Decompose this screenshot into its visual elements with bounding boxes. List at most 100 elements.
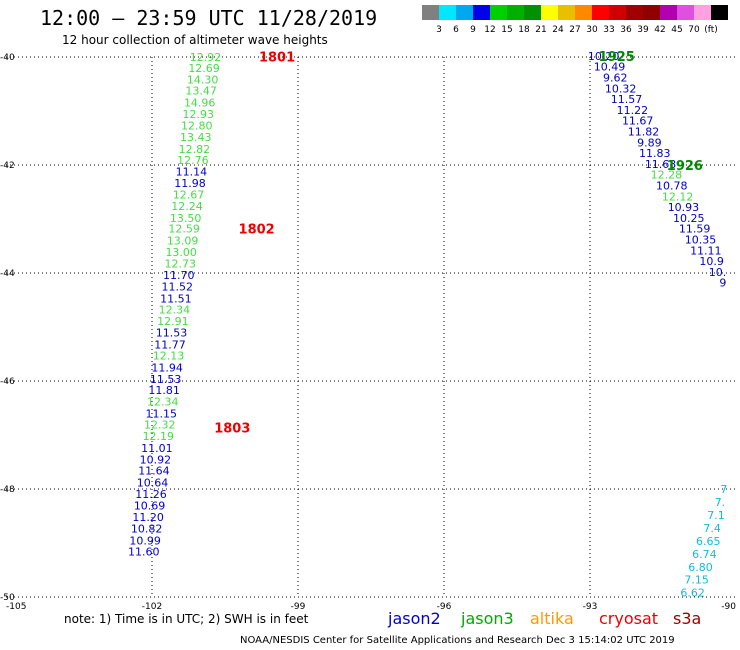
lat-tick-label: -48	[0, 485, 15, 495]
wave-height-value: 12.76	[177, 154, 209, 167]
wave-height-value: 7.4	[703, 522, 721, 535]
wave-height-value: 10.35	[685, 234, 717, 247]
credit-line: NOAA/NESDIS Center for Satellite Applica…	[240, 635, 675, 646]
lat-tick-label: -44	[0, 269, 15, 279]
colorbar-label: 24	[552, 25, 564, 35]
wave-height-value: 11.01	[141, 442, 173, 455]
wave-height-value: 11.64	[138, 465, 170, 478]
colorbar-label: 6	[453, 25, 459, 35]
wave-height-value: 12.92	[190, 51, 222, 64]
colorbar-label: 3	[436, 25, 442, 35]
colorbar-swatch	[524, 5, 541, 20]
wave-height-value: 11.59	[679, 223, 711, 236]
colorbar-label: 45	[671, 25, 683, 35]
colorbar-label: 70	[688, 25, 700, 35]
wave-height-value: 9.62	[603, 72, 628, 85]
wave-height-value: 12.67	[173, 189, 205, 202]
colorbar-swatch	[422, 5, 439, 20]
wave-height-value: 10.69	[134, 500, 166, 513]
colorbar-label: 15	[501, 25, 513, 35]
wave-height-value: 10.78	[656, 180, 688, 193]
lat-tick-label: -46	[0, 377, 15, 387]
wave-height-value: 13.09	[167, 235, 199, 248]
colorbar-label: 33	[603, 25, 615, 35]
wave-height-value: 11.94	[151, 362, 183, 375]
wave-height-value: 12.73	[164, 257, 196, 270]
wave-height-value: 11.15	[145, 407, 177, 420]
wave-height-value: 10.49	[594, 61, 626, 74]
pass-time-label: 1801	[259, 50, 295, 65]
colorbar-swatch	[473, 5, 490, 20]
wave-height-value: 10.9	[699, 255, 724, 268]
wave-height-value: 9	[719, 277, 726, 290]
wave-height-value: 13.00	[165, 246, 197, 259]
legend-item-jason2: jason2	[388, 609, 441, 628]
wave-height-value: 10.82	[131, 522, 163, 535]
colorbar-label: 12	[484, 25, 496, 35]
pass-time-label: 1802	[239, 223, 275, 238]
colorbar-label: 9	[470, 25, 476, 35]
page-subtitle: 12 hour collection of altimeter wave hei…	[62, 33, 328, 47]
colorbar-label: 36	[620, 25, 632, 35]
colorbar-label: 18	[518, 25, 530, 35]
lon-tick-label: -93	[583, 602, 598, 612]
wave-height-value: 10.	[709, 266, 727, 279]
colorbar-swatch	[439, 5, 456, 20]
wave-height-value: 11.53	[150, 373, 182, 386]
wave-height-value: 12.80	[181, 120, 213, 133]
wave-height-value: 11.20	[132, 511, 164, 524]
pass-time-label: 1925	[599, 50, 635, 65]
wave-height-value: 11.82	[628, 126, 660, 139]
wave-height-value: 12.82	[179, 143, 211, 156]
colorbar-swatch	[575, 5, 592, 20]
colorbar-label: 42	[654, 25, 666, 35]
wave-height-value: 10.99	[129, 534, 161, 547]
wave-height-value: 11.22	[617, 104, 649, 117]
lon-tick-label: -96	[437, 602, 452, 612]
wave-height-value: 12.19	[143, 430, 175, 443]
wave-height-value: 7	[720, 483, 727, 496]
colorbar-swatch	[507, 5, 524, 20]
wave-height-value: 10.92	[140, 453, 172, 466]
wave-height-value: 12.93	[182, 108, 214, 121]
pass-time-label: 1926	[667, 159, 703, 174]
legend-item-cryosat: cryosat	[599, 609, 659, 628]
wave-height-value: 7.15	[684, 574, 709, 587]
wave-height-value: 10.25	[673, 212, 705, 225]
wave-height-value: 12.32	[144, 419, 176, 432]
lon-tick-label: -102	[142, 602, 162, 612]
lon-tick-label: -105	[6, 602, 26, 612]
colorbar-label: 39	[637, 25, 649, 35]
wave-height-value: 11.81	[148, 384, 180, 397]
wave-height-value: 12.12	[662, 190, 694, 203]
lat-tick-label: -50	[0, 593, 15, 603]
lon-tick-label: -90	[721, 602, 736, 612]
wave-height-value: 11.53	[156, 326, 188, 339]
lat-tick-label: -40	[0, 53, 15, 63]
wave-height-value: 11.63	[645, 158, 677, 171]
colorbar-swatch	[456, 5, 473, 20]
wave-height-value: 12.13	[153, 350, 185, 363]
colorbar-label: 27	[569, 25, 581, 35]
colorbar-swatch	[626, 5, 643, 20]
colorbar-swatch	[694, 5, 711, 20]
wave-height-value: 10.32	[605, 82, 637, 95]
wave-height-value: 12.34	[159, 304, 191, 317]
lon-tick-label: -99	[291, 602, 306, 612]
wave-height-value: 14.30	[187, 74, 219, 87]
wave-height-value: 12.28	[651, 169, 683, 182]
colorbar-swatch	[490, 5, 507, 20]
colorbar-swatch	[592, 5, 609, 20]
wave-height-value: 6.62	[680, 587, 705, 600]
colorbar-swatch	[677, 5, 694, 20]
legend-item-jason3: jason3	[461, 609, 514, 628]
wave-height-value: 11.70	[163, 269, 195, 282]
wave-height-value: 13.50	[170, 212, 202, 225]
wave-height-value: 11.14	[176, 165, 208, 178]
wave-height-value: 6.80	[688, 561, 713, 574]
wave-height-value: 7.1	[707, 509, 725, 522]
wave-height-value: 14.96	[184, 96, 216, 109]
wave-height-value: 11.77	[154, 338, 186, 351]
colorbar-label: 30	[586, 25, 598, 35]
